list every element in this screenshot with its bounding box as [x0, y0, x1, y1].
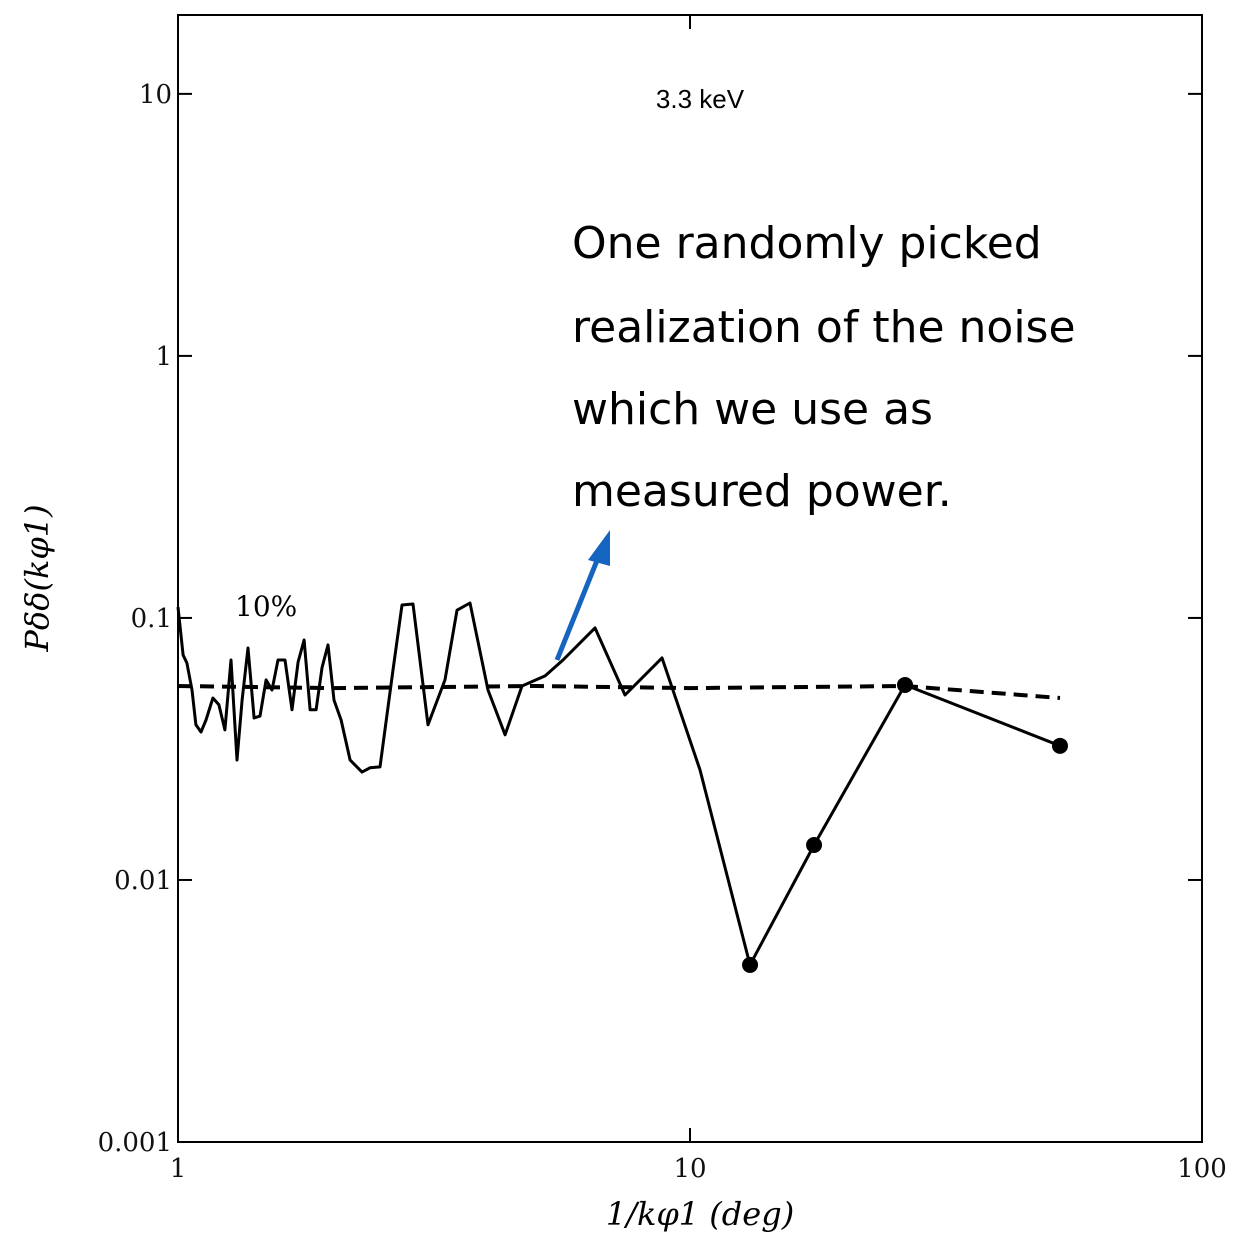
x-tick-label: 100 — [1177, 1154, 1227, 1184]
y-axis-label: Pδδ(kφ1) — [18, 504, 56, 652]
annotation: realization of the noise — [572, 302, 1076, 353]
data-marker — [1051, 737, 1068, 754]
plot-frame — [177, 14, 1203, 1143]
annotation: 10% — [235, 590, 297, 623]
annotation-arrow — [554, 557, 601, 661]
annotation-arrow-head — [588, 530, 610, 566]
data-line — [176, 601, 1061, 967]
annotation: One randomly picked — [572, 218, 1042, 269]
annotation: which we use as — [572, 384, 933, 435]
data-marker — [742, 956, 759, 973]
y-tick-label: 1 — [155, 342, 172, 372]
chart-title: 3.3 keV — [656, 84, 745, 114]
data-marker — [806, 836, 823, 853]
annotation: measured power. — [572, 466, 952, 517]
y-tick-label: 10 — [139, 80, 172, 110]
y-tick-label: 0.01 — [114, 866, 172, 896]
x-axis-label: 1/kφ1 (deg) — [606, 1195, 794, 1233]
x-tick-label: 1 — [170, 1154, 187, 1184]
x-tick-label: 10 — [673, 1154, 706, 1184]
dashed-line — [177, 684, 1061, 700]
y-tick-label: 0.1 — [131, 604, 172, 634]
y-tick-label: 0.001 — [98, 1128, 172, 1158]
